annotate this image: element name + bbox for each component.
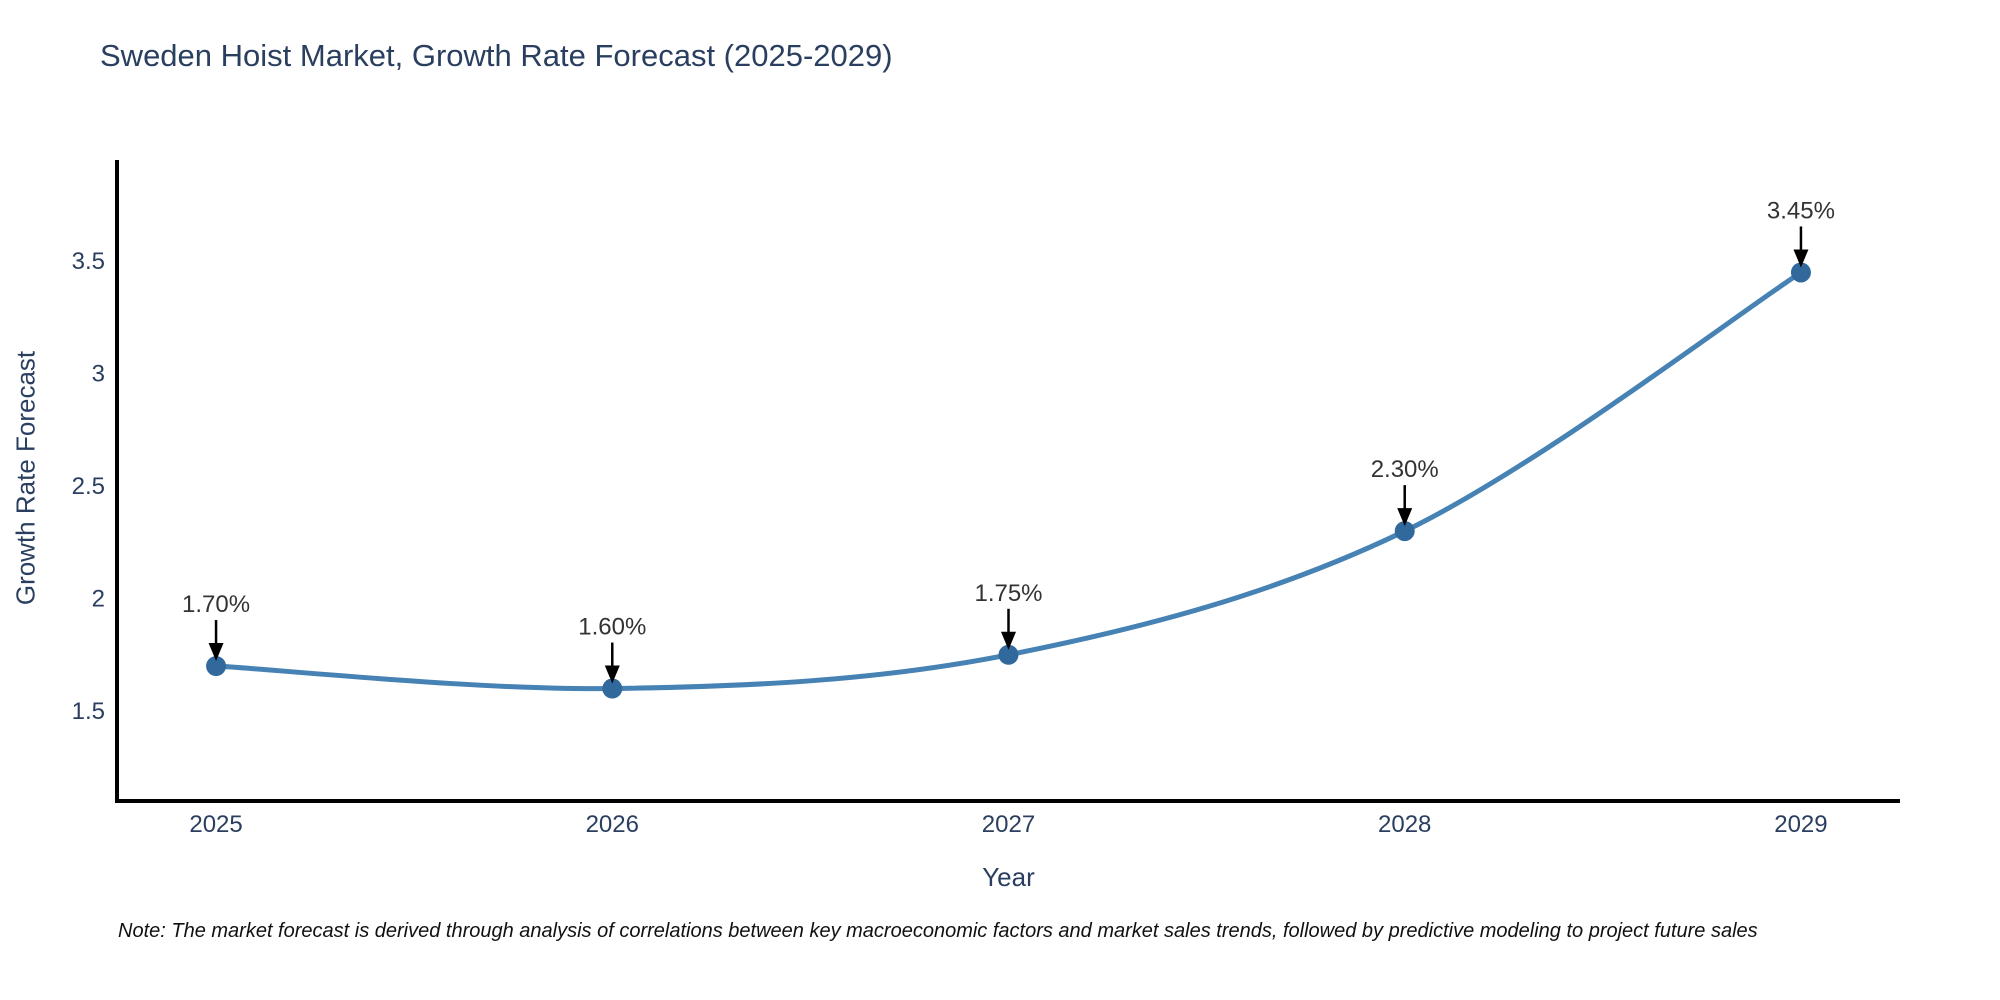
x-axis-title: Year bbox=[982, 862, 1035, 892]
y-tick-label: 2.5 bbox=[72, 473, 105, 500]
annotation-arrowhead bbox=[604, 665, 620, 684]
x-tick-label: 2029 bbox=[1774, 811, 1827, 838]
x-tick-label: 2027 bbox=[982, 811, 1035, 838]
x-tick-label: 2028 bbox=[1378, 811, 1431, 838]
annotation-arrowhead bbox=[1001, 631, 1016, 650]
point-value-label: 1.75% bbox=[974, 580, 1042, 607]
chart-title: Sweden Hoist Market, Growth Rate Forecas… bbox=[100, 38, 893, 73]
y-tick-label: 1.5 bbox=[72, 698, 105, 725]
point-value-label: 1.60% bbox=[578, 614, 646, 641]
y-tick-label: 2 bbox=[92, 586, 105, 613]
point-value-label: 3.45% bbox=[1767, 197, 1835, 224]
footnote: Note: The market forecast is derived thr… bbox=[118, 920, 1758, 942]
x-tick-label: 2025 bbox=[189, 811, 242, 838]
annotation-arrowhead bbox=[1793, 249, 1809, 268]
data-point-marker bbox=[1790, 262, 1811, 283]
data-point-marker bbox=[206, 656, 227, 677]
annotation-arrowhead bbox=[1397, 508, 1413, 527]
data-point-marker bbox=[998, 644, 1019, 665]
y-tick-label: 3.5 bbox=[72, 248, 105, 275]
point-value-label: 2.30% bbox=[1371, 456, 1439, 483]
data-point-marker bbox=[1394, 521, 1415, 542]
point-value-label: 1.70% bbox=[182, 591, 250, 618]
data-point-marker bbox=[602, 678, 623, 699]
x-tick-label: 2026 bbox=[586, 811, 639, 838]
annotation-arrowhead bbox=[208, 643, 224, 662]
y-tick-label: 3 bbox=[92, 361, 105, 388]
